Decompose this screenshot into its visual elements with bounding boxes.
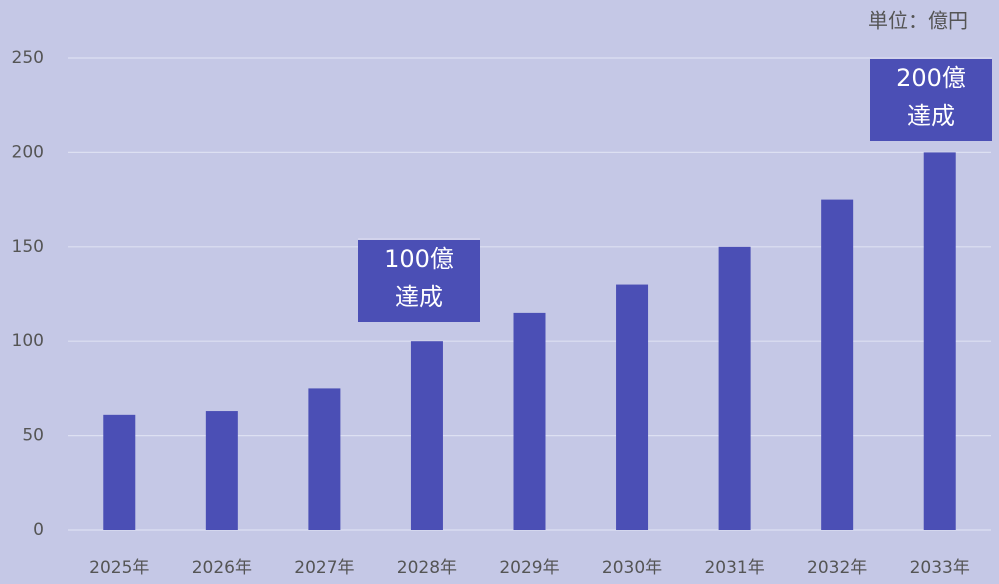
y-tick-label: 100	[12, 331, 44, 351]
x-tick-label: 2029年	[499, 558, 559, 578]
x-tick-label: 2026年	[192, 558, 252, 578]
bar	[923, 152, 956, 530]
bar	[513, 312, 546, 530]
x-tick-label: 2031年	[704, 558, 764, 578]
y-tick-label: 150	[12, 237, 44, 257]
x-tick-label: 2033年	[910, 558, 970, 578]
annotation-text: 達成	[395, 283, 443, 311]
bar	[718, 246, 751, 531]
x-tick-label: 2028年	[397, 558, 457, 578]
y-tick-label: 50	[22, 426, 44, 446]
x-tick-label: 2030年	[602, 558, 662, 578]
bar	[821, 199, 854, 530]
bar	[103, 414, 136, 530]
annotation-text: 100億	[384, 245, 454, 273]
annotation-text: 達成	[907, 102, 955, 130]
y-tick-label: 0	[33, 520, 44, 540]
unit-label: 単位：億円	[868, 9, 968, 33]
x-tick-label: 2032年	[807, 558, 867, 578]
x-tick-label: 2025年	[89, 558, 149, 578]
x-tick-label: 2027年	[294, 558, 354, 578]
annotation-text: 200億	[896, 64, 966, 92]
annotation-box	[358, 238, 480, 322]
bar	[616, 284, 649, 530]
bar	[205, 411, 238, 530]
annotation-box	[870, 57, 992, 141]
bar	[308, 388, 341, 530]
y-tick-label: 250	[12, 48, 44, 68]
bar	[410, 341, 443, 530]
y-tick-label: 200	[12, 142, 44, 162]
